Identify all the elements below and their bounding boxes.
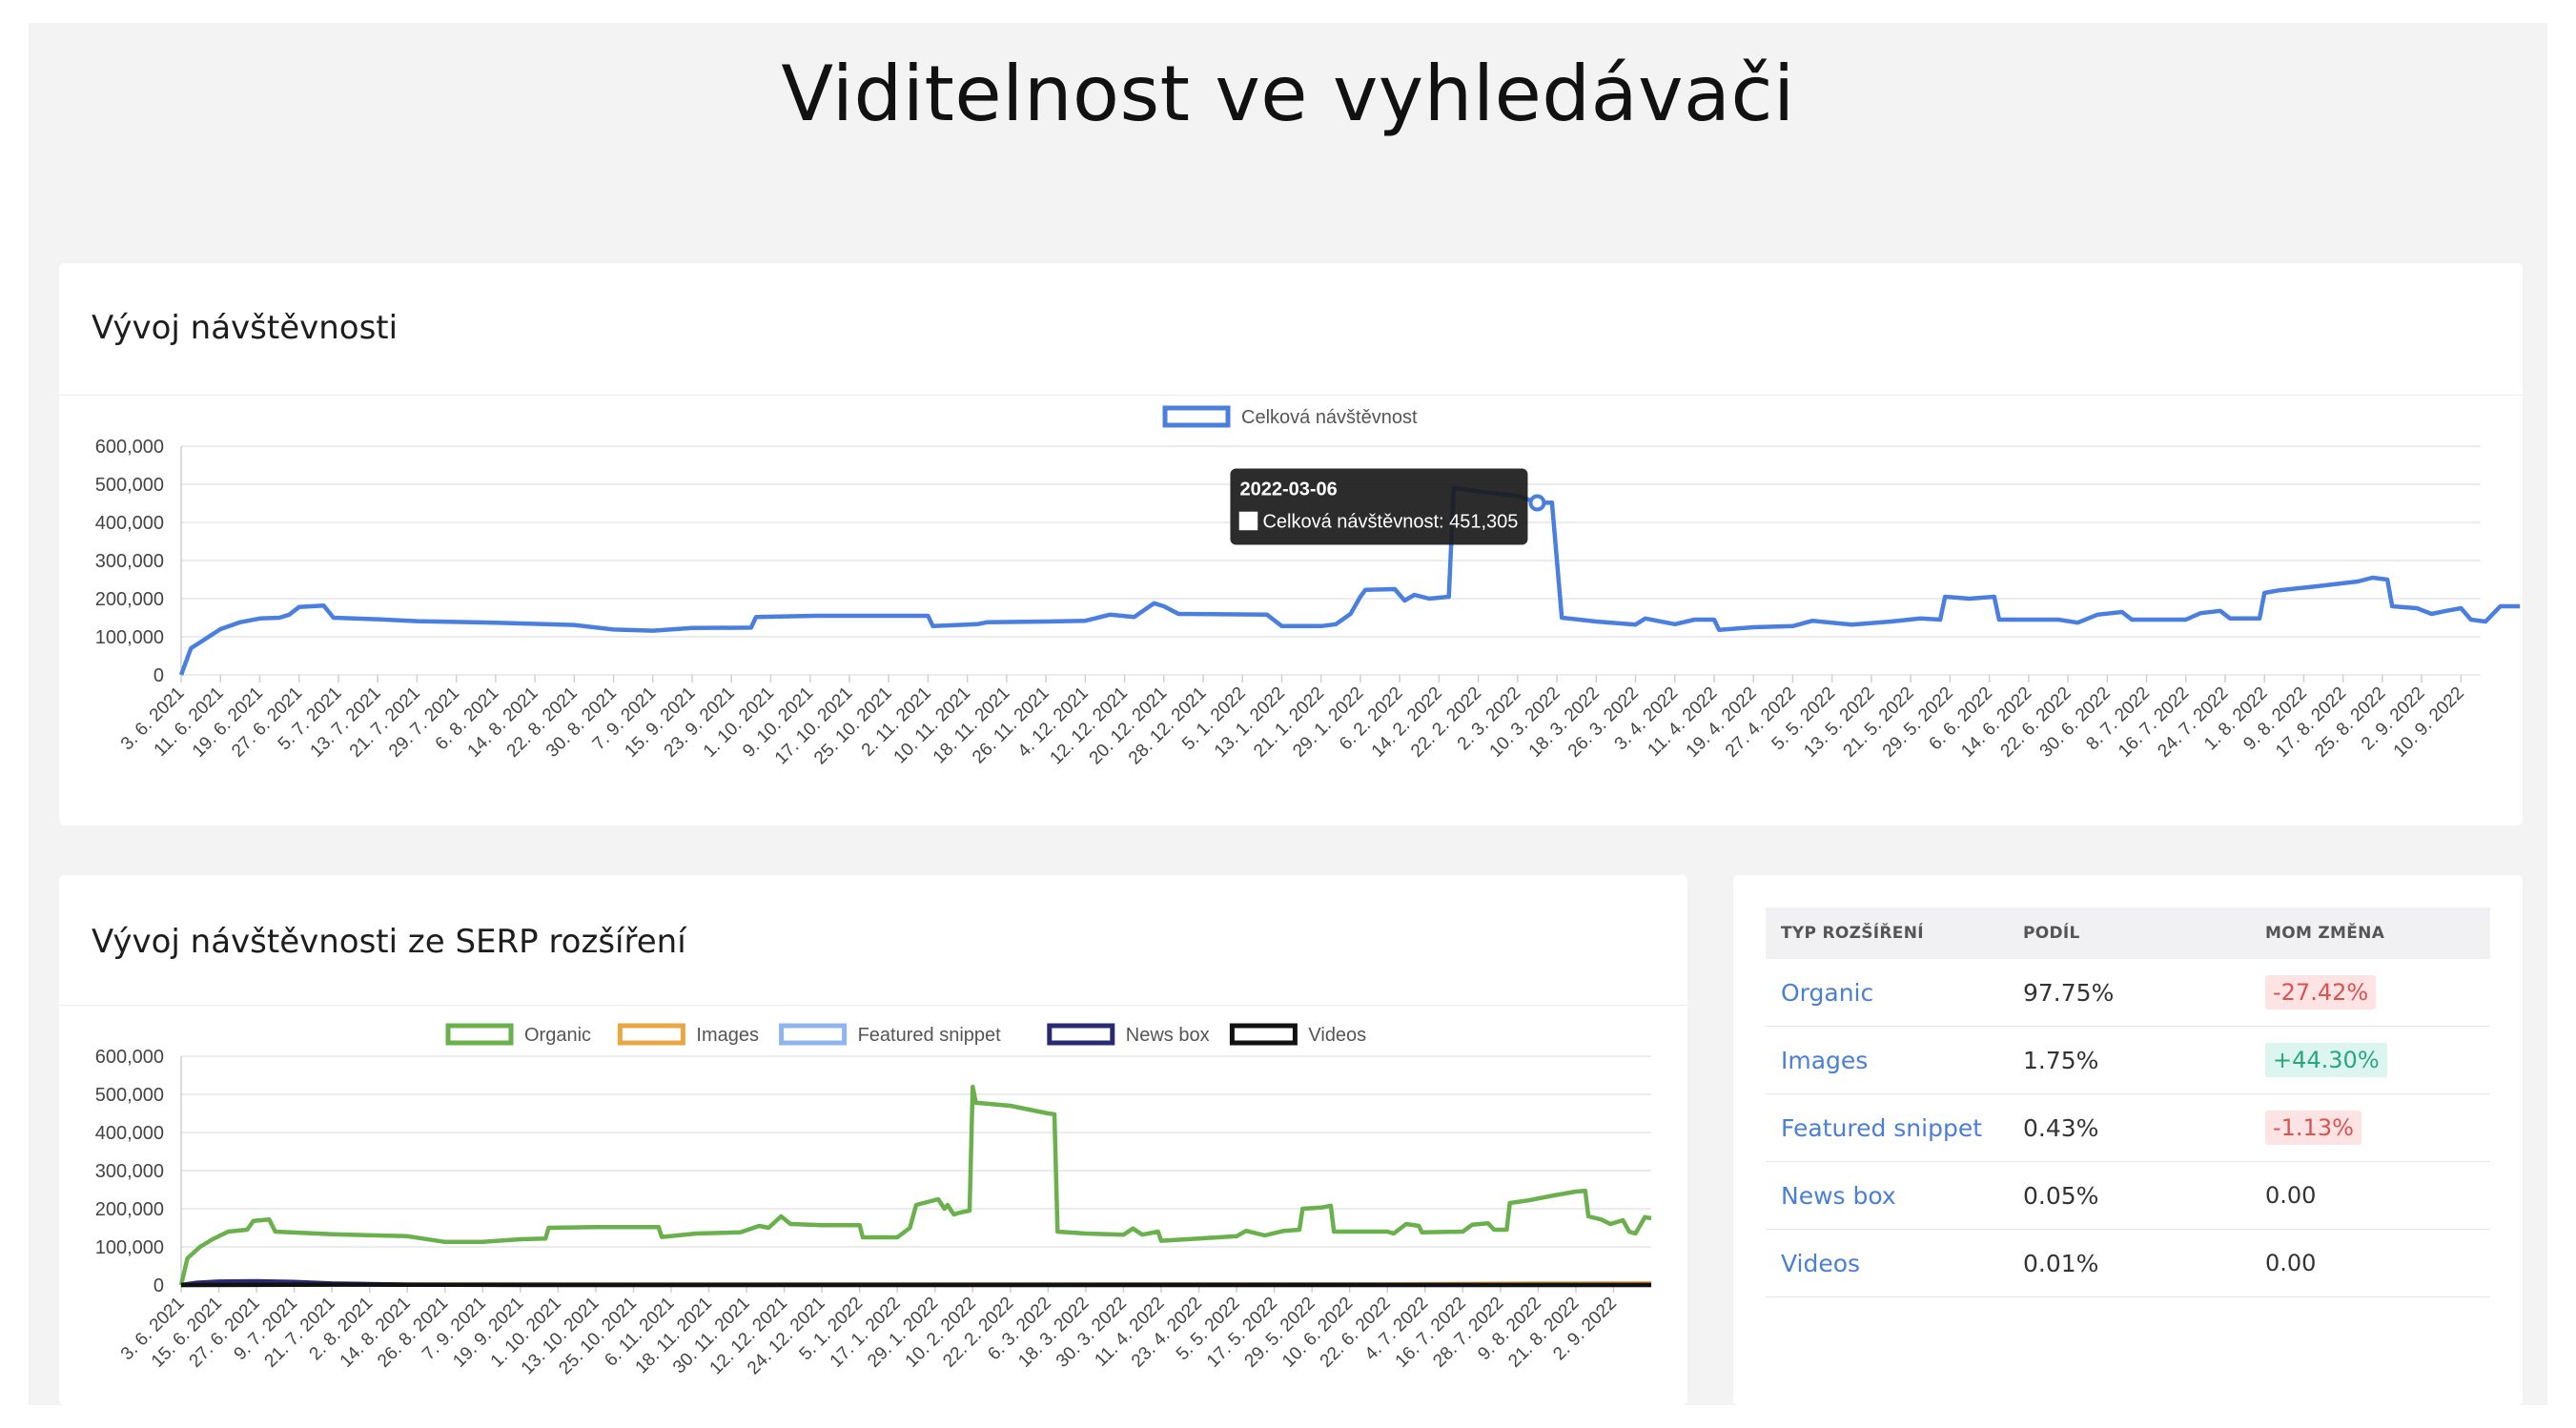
y-tick-label: 600,000: [95, 1047, 164, 1068]
legend-label: Featured snippet: [858, 1025, 1002, 1046]
y-tick-label: 100,000: [95, 1237, 164, 1258]
traffic-chart[interactable]: 0 100,000 200,000 300,000 400,000 500,000 600,…: [59, 397, 2523, 826]
legend-label: Organic: [524, 1025, 591, 1046]
y-tick-label: 200,000: [95, 1199, 164, 1220]
col-header-share[interactable]: PODÍL: [2008, 908, 2250, 959]
y-tick-label: 100,000: [95, 627, 164, 648]
legend-swatch: [1162, 405, 1231, 428]
serp-share-table: TYP ROZŠÍŘENÍ PODÍL MOM ZMĚNA Organic 97.…: [1766, 908, 2490, 1297]
y-tick-label: 0: [153, 1275, 164, 1296]
traffic-chart-card: Vývoj návštěvnosti 0 100,000 200,000 300,00…: [59, 263, 2523, 826]
row-change-cell: 0.00: [2250, 1161, 2490, 1230]
table-row: News box 0.05% 0.00: [1766, 1161, 2490, 1230]
row-share: 0.05%: [2008, 1161, 2250, 1230]
legend-swatch: [779, 1023, 848, 1046]
mom-change-badge: 0.00: [2265, 1250, 2317, 1276]
row-share: 0.01%: [2008, 1229, 2250, 1297]
serp-card-header: Vývoj návštěvnosti ze SERP rozšíření: [59, 875, 1687, 1006]
row-share: 0.43%: [2008, 1093, 2250, 1162]
row-type-link[interactable]: Images: [1766, 1026, 2008, 1094]
legend-swatch: [1229, 1023, 1298, 1046]
y-tick-label: 400,000: [95, 513, 164, 534]
y-tick-label: 500,000: [95, 475, 164, 496]
legend-swatch: [1047, 1023, 1115, 1046]
y-tick-label: 400,000: [95, 1123, 164, 1144]
tooltip-date: 2022-03-06: [1239, 479, 1337, 500]
tooltip-swatch: [1238, 511, 1258, 531]
traffic-card-title: Vývoj návštěvnosti: [92, 309, 399, 347]
row-type-link[interactable]: Videos: [1766, 1229, 2008, 1297]
row-share: 1.75%: [2008, 1026, 2250, 1094]
serp-table-card: TYP ROZŠÍŘENÍ PODÍL MOM ZMĚNA Organic 97.…: [1733, 875, 2523, 1405]
row-type-link[interactable]: Organic: [1766, 959, 2008, 1027]
serp-card-title: Vývoj návštěvnosti ze SERP rozšíření: [92, 923, 686, 961]
y-tick-label: 600,000: [95, 437, 164, 458]
y-tick-label: 0: [153, 665, 164, 686]
y-tick-label: 300,000: [95, 551, 164, 572]
traffic-card-header: Vývoj návštěvnosti: [59, 263, 2523, 396]
mom-change-badge: 0.00: [2265, 1182, 2317, 1209]
legend-label: Celková návštěvnost: [1241, 407, 1418, 428]
legend-label: News box: [1126, 1025, 1210, 1046]
y-tick-label: 500,000: [95, 1085, 164, 1106]
y-tick-label: 200,000: [95, 589, 164, 610]
row-type-link[interactable]: News box: [1766, 1161, 2008, 1230]
table-header-row: TYP ROZŠÍŘENÍ PODÍL MOM ZMĚNA: [1766, 908, 2490, 959]
table-row: Featured snippet 0.43% -1.13%: [1766, 1093, 2490, 1162]
row-change-cell: 0.00: [2250, 1229, 2490, 1297]
row-share: 97.75%: [2008, 959, 2250, 1027]
legend-swatch: [617, 1023, 685, 1046]
tooltip-box: [1230, 468, 1528, 545]
legend-label: Images: [696, 1025, 759, 1046]
table-row: Organic 97.75% -27.42%: [1766, 959, 2490, 1027]
table-row: Images 1.75% +44.30%: [1766, 1026, 2490, 1094]
row-change-cell: +44.30%: [2250, 1026, 2490, 1094]
mom-change-badge: +44.30%: [2265, 1043, 2387, 1077]
table-row: Videos 0.01% 0.00: [1766, 1229, 2490, 1297]
tooltip: 2022-03-06 Celková návštěvnost: 451,305: [1230, 468, 1528, 545]
row-change-cell: -1.13%: [2250, 1093, 2490, 1162]
serp-chart[interactable]: 0 100,000 200,000 300,000 400,000 500,000 600,…: [59, 1005, 1687, 1405]
row-change-cell: -27.42%: [2250, 959, 2490, 1027]
y-tick-label: 300,000: [95, 1161, 164, 1182]
tooltip-value: Celková návštěvnost: 451,305: [1262, 511, 1518, 532]
row-type-link[interactable]: Featured snippet: [1766, 1093, 2008, 1162]
page-title: Viditelnost ve vyhledávači: [781, 50, 1795, 138]
series-line: [178, 1084, 1652, 1286]
legend-label: Videos: [1308, 1025, 1366, 1046]
hover-point: [1528, 494, 1546, 512]
mom-change-badge: -27.42%: [2265, 975, 2377, 1010]
col-header-change[interactable]: MOM ZMĚNA: [2250, 908, 2490, 959]
mom-change-badge: -1.13%: [2265, 1111, 2361, 1145]
col-header-type[interactable]: TYP ROZŠÍŘENÍ: [1766, 908, 2008, 959]
serp-chart-card: Vývoj návštěvnosti ze SERP rozšíření 0 10…: [59, 875, 1687, 1405]
legend-swatch: [445, 1023, 514, 1046]
